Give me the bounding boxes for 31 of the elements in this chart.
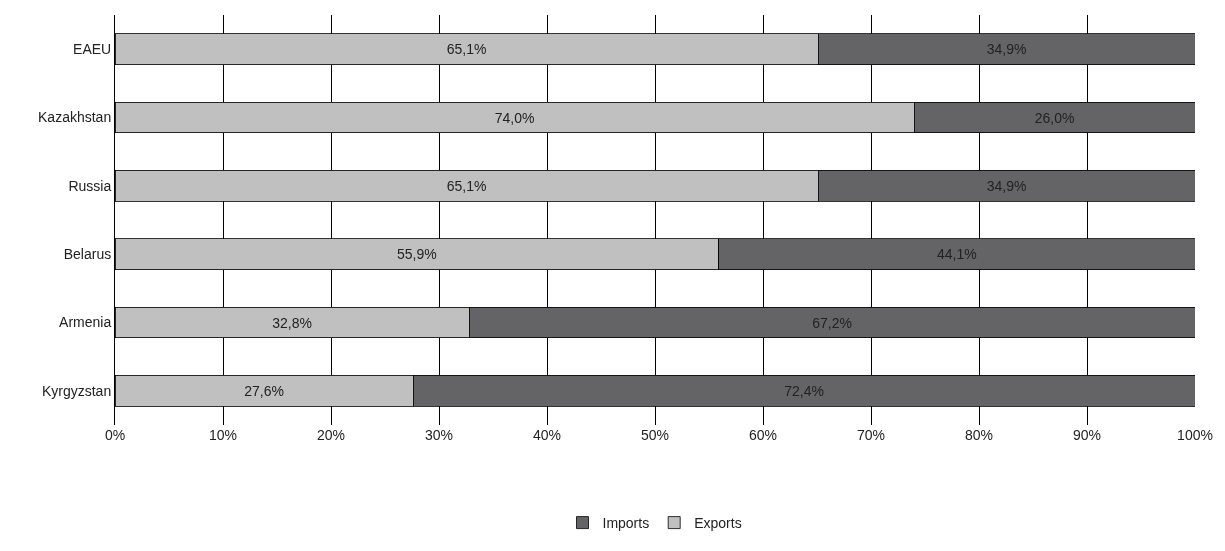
data-label: 34,9% [986,41,1027,58]
y-tick-label: Russia [68,177,112,194]
x-tick-label: 20% [316,427,346,443]
y-tick-label: EAEU [73,41,112,58]
data-label: 72,4% [784,382,824,399]
data-label: 55,9% [397,246,437,263]
data-label: 34,9% [986,177,1027,194]
data-label: 32,8% [272,314,312,331]
legend-label: Imports [602,515,650,532]
legend-label: Exports [694,515,742,532]
x-tick-label: 50% [640,427,670,443]
x-tick-label: 100% [1177,427,1213,443]
y-tick-label: Kazakhstan [38,109,112,126]
x-tick-label: 10% [208,427,238,443]
y-tick-label: Belarus [63,246,112,263]
data-label: 27,6% [244,382,284,399]
x-tick-label: 70% [856,427,886,443]
data-label: 44,1% [937,246,977,263]
x-tick-label: 80% [964,427,994,443]
data-label: 65,1% [446,177,487,194]
x-tick-label: 60% [748,427,778,443]
x-tick-label: 0% [104,427,126,443]
x-tick-label: 40% [532,427,562,443]
data-label: 67,2% [812,314,852,331]
data-label: 74,0% [494,109,535,126]
x-tick-label: 90% [1072,427,1102,443]
y-tick-label: Armenia [59,314,112,331]
data-label: 65,1% [446,41,487,58]
data-label: 26,0% [1034,109,1075,126]
y-tick-label: Kyrgyzstan [41,382,112,399]
x-tick-label: 30% [424,427,454,443]
